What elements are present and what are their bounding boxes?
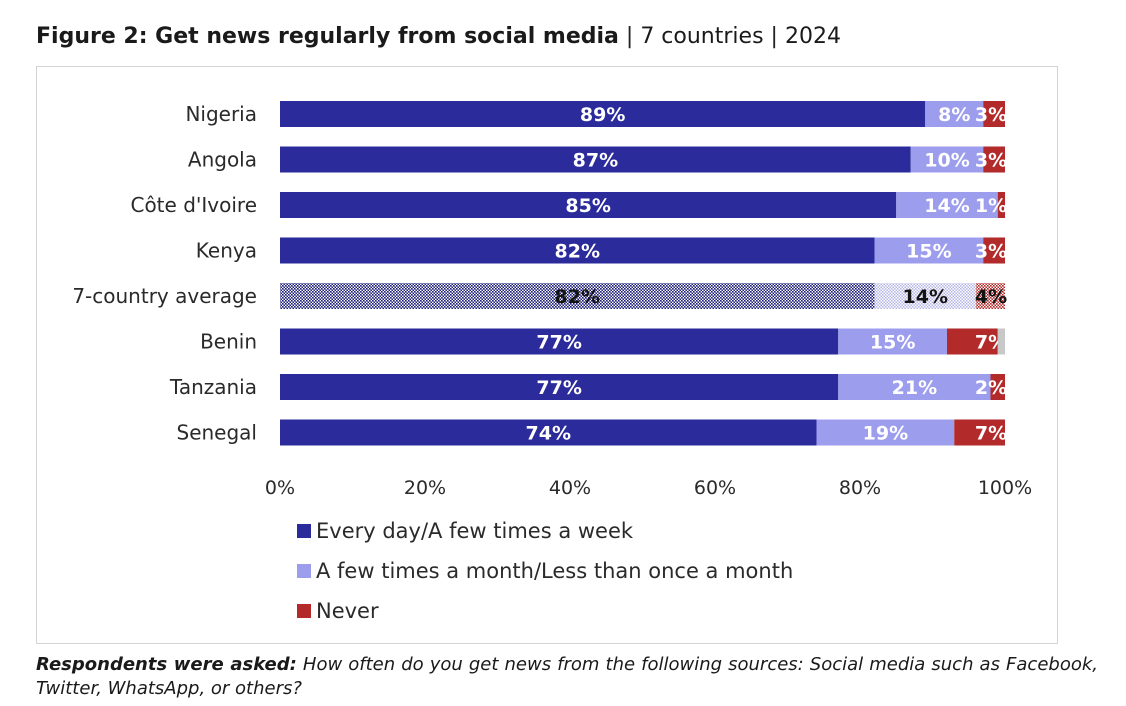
category-label-tanzania: Tanzania [169, 375, 257, 399]
x-tick-label: 80% [839, 477, 881, 499]
bar-kenya-series-3 [983, 237, 1005, 264]
category-label-angola: Angola [188, 148, 257, 172]
chart-title-scope: 7 countries [640, 24, 764, 49]
data-label-senegal-series-1: 74% [526, 423, 571, 445]
x-tick-label: 40% [549, 477, 591, 499]
bar-7-country-average-series-2 [874, 283, 976, 309]
legend-swatch-3 [297, 604, 311, 618]
x-tick-label: 60% [694, 477, 736, 499]
data-label-angola-series-2: 10% [924, 150, 969, 172]
data-label-nigeria-series-3: 3% [975, 104, 1007, 126]
bar-benin-remainder [997, 328, 1005, 355]
category-label-benin: Benin [200, 330, 257, 354]
bar-benin-series-3 [947, 328, 998, 355]
data-label-angola-series-3: 3% [975, 150, 1007, 172]
footnote-question: How often do you get news from the follo… [36, 654, 1098, 699]
data-label-senegal-series-3: 7% [975, 423, 1007, 445]
data-label-7-country-average-series-1: 82% [555, 286, 600, 308]
data-label-c-te-d-ivoire-series-2: 14% [924, 195, 969, 217]
bar-c-te-d-ivoire-series-2 [896, 192, 998, 218]
legend-swatch-1 [297, 524, 311, 538]
legend-label-2: A few times a month/Less than once a mon… [316, 559, 793, 583]
data-label-tanzania-series-1: 77% [536, 377, 581, 399]
data-label-c-te-d-ivoire-series-3: 1% [975, 195, 1007, 217]
data-label-kenya-series-2: 15% [906, 241, 951, 263]
data-label-senegal-series-2: 19% [863, 423, 908, 445]
bar-angola-series-3 [983, 146, 1005, 173]
data-label-nigeria-series-2: 8% [938, 104, 970, 126]
data-label-7-country-average-series-2: 14% [903, 286, 948, 308]
stacked-bar-chart: 89% 8% 3%87% 10% 3%85% 14% 1%82% 15% 3%82% 14% 4%7… [72, 101, 1032, 623]
bar-senegal-series-3 [954, 419, 1005, 446]
chart-title-year: 2024 [784, 24, 841, 49]
bar-7-country-average-series-3 [976, 283, 1005, 309]
chart-frame [36, 66, 1058, 644]
footnote-lead: Respondents were asked: [36, 654, 297, 675]
chart-title: Figure 2: Get news regularly from social… [36, 24, 841, 49]
footnote: Respondents were asked: How often do you… [36, 653, 1098, 701]
data-label-benin-series-1: 77% [536, 332, 581, 354]
title-separator: | [770, 24, 778, 49]
bar-nigeria-series-1 [280, 101, 926, 127]
category-label-7-country-average: 7-country average [72, 284, 257, 308]
bar-tanzania-series-2 [838, 374, 991, 400]
data-label-7-country-average-series-3: 4% [975, 286, 1007, 308]
x-tick-label: 100% [978, 477, 1032, 499]
bar-tanzania-series-1 [280, 374, 839, 400]
data-label-angola-series-1: 87% [573, 150, 618, 172]
bar-c-te-d-ivoire-series-1 [280, 192, 897, 218]
bar-nigeria-series-2 [925, 101, 984, 127]
legend-label-1: Every day/A few times a week [316, 519, 634, 543]
bar-tanzania-series-3 [990, 374, 1005, 400]
category-label-nigeria: Nigeria [185, 102, 257, 126]
bar-benin-series-1 [280, 328, 839, 355]
chart-title-main: Figure 2: Get news regularly from social… [36, 24, 619, 49]
bar-senegal-series-2 [816, 419, 955, 446]
data-label-nigeria-series-1: 89% [580, 104, 625, 126]
category-label-c-te-d-ivoire: Côte d'Ivoire [130, 193, 257, 217]
x-tick-label: 20% [404, 477, 446, 499]
category-label-senegal: Senegal [177, 421, 258, 445]
bar-angola-series-2 [910, 146, 984, 173]
legend-swatch-2 [297, 564, 311, 578]
category-label-kenya: Kenya [196, 239, 257, 263]
bar-c-te-d-ivoire-series-3 [997, 192, 1005, 218]
x-tick-label: 0% [265, 477, 295, 499]
data-label-kenya-series-1: 82% [555, 241, 600, 263]
bar-benin-series-2 [838, 328, 947, 355]
data-label-kenya-series-3: 3% [975, 241, 1007, 263]
bar-senegal-series-1 [280, 419, 817, 446]
data-label-tanzania-series-3: 2% [975, 377, 1007, 399]
data-label-tanzania-series-2: 21% [892, 377, 937, 399]
bar-7-country-average-series-1 [280, 283, 875, 309]
bar-angola-series-1 [280, 146, 911, 173]
bar-kenya-series-1 [280, 237, 875, 264]
data-label-benin-series-2: 15% [870, 332, 915, 354]
bar-kenya-series-2 [874, 237, 984, 264]
bar-nigeria-series-3 [983, 101, 1005, 127]
title-separator: | [625, 24, 634, 49]
data-label-c-te-d-ivoire-series-1: 85% [565, 195, 610, 217]
legend-label-3: Never [316, 599, 379, 623]
